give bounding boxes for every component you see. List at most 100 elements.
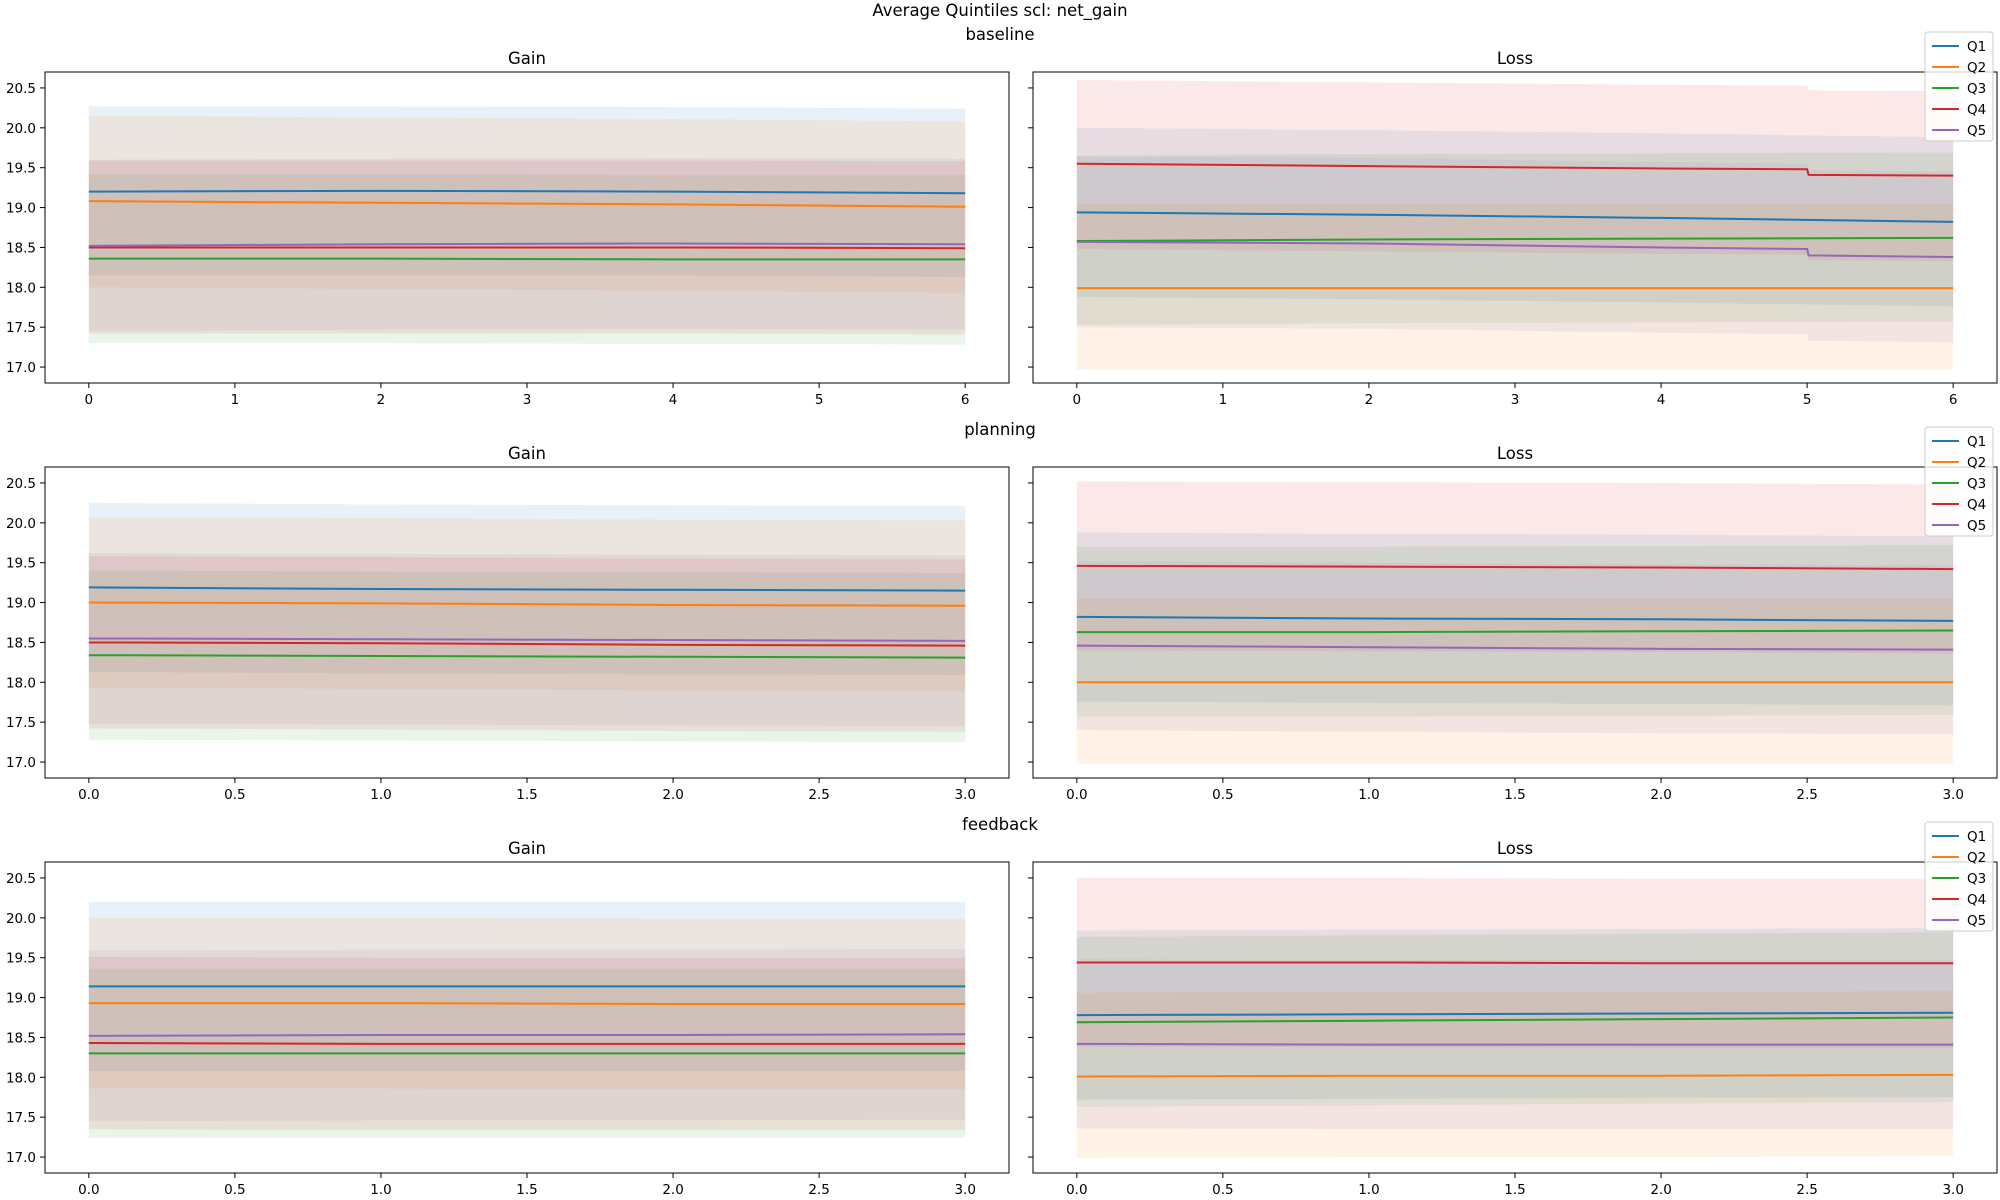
- line-q2: [88, 1002, 966, 1005]
- row-title: planning: [964, 420, 1036, 439]
- legend-label: Q3: [1967, 871, 1986, 887]
- line-q1: [88, 189, 966, 195]
- line-q1: [1076, 1011, 1954, 1017]
- subplot-title: Gain: [508, 49, 546, 68]
- line-q5: [1076, 240, 1954, 259]
- y-tick-label: 20.5: [6, 476, 36, 492]
- x-tick-label: 1.5: [516, 1182, 537, 1198]
- x-tick-label: 0.5: [224, 787, 245, 803]
- row-title: baseline: [965, 25, 1034, 44]
- line-q3: [88, 257, 966, 261]
- x-tick-label: 2: [1365, 392, 1374, 408]
- subplot-feedback-loss: Loss 0.0 0.5 1.0 1.5 2.0 2.5 3.0 Q1 Q2 Q3 Q4 Q5: [1028, 821, 1998, 1198]
- x-tick-label: 2.5: [808, 787, 829, 803]
- line-q4: [88, 641, 966, 647]
- x-tick-label: 2.0: [662, 787, 683, 803]
- y-tick-label: 20.0: [6, 911, 36, 927]
- x-tick-label: 0: [85, 392, 94, 408]
- confidence-bands: [1076, 79, 1954, 370]
- confidence-bands: [88, 106, 966, 345]
- line-q3: [1076, 629, 1954, 634]
- y-tick-label: 18.0: [6, 675, 36, 691]
- subplot-title: Gain: [508, 444, 546, 463]
- band-q4: [1076, 79, 1954, 261]
- x-tick-label: 3.0: [1942, 787, 1963, 803]
- y-tick-label: 18.5: [6, 1030, 36, 1046]
- x-tick-label: 0.0: [78, 787, 99, 803]
- band-q5: [1076, 156, 1954, 343]
- x-tick-label: 4: [1657, 392, 1666, 408]
- x-tick-label: 1.0: [1358, 787, 1379, 803]
- line-q4: [88, 1042, 966, 1045]
- subplot-title: Loss: [1497, 839, 1533, 858]
- legend-label: Q2: [1967, 455, 1986, 471]
- line-q2: [1076, 1073, 1954, 1078]
- line-q2: [88, 601, 966, 607]
- legend-box: [1924, 426, 1994, 537]
- x-tick-label: 1: [1219, 392, 1228, 408]
- x-tick-label: 0.5: [1212, 1182, 1233, 1198]
- confidence-bands: [1076, 877, 1954, 1158]
- series-lines: [88, 586, 966, 659]
- y-tick-label: 19.5: [6, 556, 36, 572]
- band-q2: [1076, 991, 1954, 1158]
- x-tick-label: 3.0: [954, 787, 975, 803]
- y-tick-label: 17.5: [6, 320, 36, 336]
- x-tick-label: 0.0: [1066, 1182, 1087, 1198]
- line-q2: [88, 200, 966, 208]
- row-title: feedback: [962, 815, 1038, 834]
- x-tick-label: 3: [1511, 392, 1520, 408]
- legend-label: Q1: [1967, 829, 1986, 845]
- row-baseline: baseline Gain 0 1 2 3 4 5 6 17.0 17.5 18.0 18.5 19.0 1…: [6, 25, 1998, 408]
- legend: Q1 Q2 Q3 Q4 Q5: [1924, 821, 1994, 932]
- band-q2: [1076, 203, 1954, 370]
- x-tick-label: 1.0: [370, 1182, 391, 1198]
- line-q4: [1076, 162, 1954, 177]
- x-tick-label: 3: [523, 392, 532, 408]
- x-tick-label: 2.5: [1796, 1182, 1817, 1198]
- legend-label: Q4: [1967, 102, 1986, 118]
- line-q5: [1076, 1042, 1954, 1046]
- x-tick-label: 0.5: [1212, 787, 1233, 803]
- x-tick-label: 2.5: [1796, 787, 1817, 803]
- confidence-bands: [88, 901, 966, 1138]
- y-tick-label: 19.5: [6, 951, 36, 967]
- x-tick-label: 4: [669, 392, 678, 408]
- subplot-baseline-gain: Gain 0 1 2 3 4 5 6 17.0 17.5 18.0 18.5 19.0 19.5 20.0 2…: [6, 49, 1010, 408]
- line-q5: [88, 1033, 966, 1037]
- y-tick-label: 17.5: [6, 715, 36, 731]
- x-tick-label: 5: [1803, 392, 1812, 408]
- legend-label: Q3: [1967, 81, 1986, 97]
- y-tick-label: 19.0: [6, 201, 36, 217]
- x-tick-label: 2.0: [1650, 1182, 1671, 1198]
- x-tick-label: 1.5: [1504, 787, 1525, 803]
- line-q5: [88, 242, 966, 247]
- band-q2: [1076, 598, 1954, 764]
- x-tick-label: 0.0: [78, 1182, 99, 1198]
- x-tick-label: 1: [231, 392, 240, 408]
- y-tick-label: 17.0: [6, 1150, 36, 1166]
- x-tick-label: 0.5: [224, 1182, 245, 1198]
- y-tick-label: 19.0: [6, 596, 36, 612]
- x-tick-label: 1.5: [516, 787, 537, 803]
- legend: Q1 Q2 Q3 Q4 Q5: [1924, 426, 1994, 537]
- line-q4: [88, 246, 966, 250]
- subplot-feedback-gain: Gain 0.0 0.5 1.0 1.5 2.0 2.5 3.0 17.0 17.5 18.0 18.…: [6, 839, 1010, 1198]
- x-tick-label: 1.0: [1358, 1182, 1379, 1198]
- line-q1: [88, 586, 966, 592]
- line-q4: [1076, 961, 1954, 965]
- legend-label: Q3: [1967, 476, 1986, 492]
- y-tick-label: 20.0: [6, 516, 36, 532]
- figure-title: Average Quintiles scl: net_gain: [872, 1, 1127, 21]
- legend-label: Q4: [1967, 497, 1986, 513]
- confidence-bands: [88, 502, 966, 743]
- y-tick-label: 17.0: [6, 755, 36, 771]
- series-lines: [1076, 564, 1954, 684]
- x-tick-label: 6: [961, 392, 970, 408]
- y-tick-label: 19.0: [6, 991, 36, 1007]
- line-q5: [1076, 644, 1954, 651]
- subplot-planning-loss: Loss 0.0 0.5 1.0 1.5 2.0 2.5 3.0 Q1 Q2 Q3 Q4 Q5: [1028, 426, 1998, 803]
- subplot-title: Gain: [508, 839, 546, 858]
- subplot-grid: baseline Gain 0 1 2 3 4 5 6 17.0 17.5 18.0 18.5 19.0 1…: [6, 25, 1998, 1198]
